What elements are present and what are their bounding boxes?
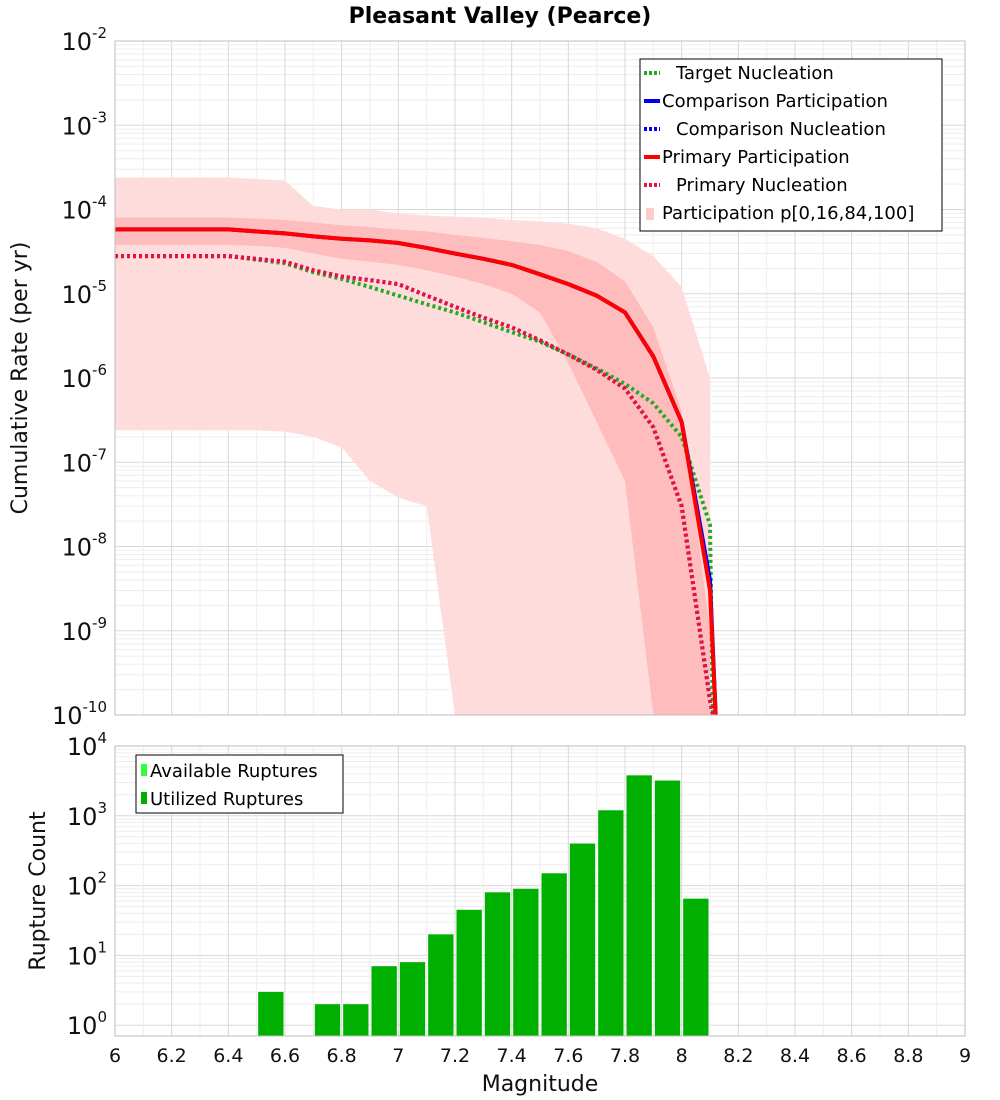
x-tick-label: 8.2 (723, 1045, 753, 1067)
legend-label-utilized-ruptures: Utilized Ruptures (150, 789, 303, 810)
x-tick-label: 8.8 (893, 1045, 923, 1067)
rupture-bar (626, 775, 652, 1036)
rupture-bar (258, 991, 284, 1036)
legend-swatch-utilized-ruptures (141, 792, 147, 804)
x-axis-title: Magnitude (482, 1072, 599, 1097)
top-y-tick-label: 10-7 (61, 445, 107, 477)
x-tick-label: 6.2 (157, 1045, 187, 1067)
x-tick-label: 8.6 (837, 1045, 867, 1067)
chart-title: Pleasant Valley (Pearce) (349, 4, 652, 29)
bottom-y-tick-label: 104 (67, 729, 107, 761)
top-plot-frame (114, 40, 966, 716)
bottom-y-axis-title: Rupture Count (26, 811, 51, 971)
top-y-tick-label: 10-5 (61, 277, 107, 309)
rupture-bar (569, 843, 596, 1036)
x-tick-labels: 6 6.2 6.4 6.6 6.8 7 7.2 7.4 7.6 7.8 8 8.2 8.4 8.6 8.8 9 (109, 1045, 971, 1067)
top-y-tick-label: 10-4 (61, 193, 107, 225)
x-tick-label: 8 (676, 1045, 688, 1067)
top-y-tick-label: 10-10 (52, 698, 107, 730)
legend-label-primary-participation: Primary Participation (662, 147, 850, 168)
bottom-plot-frame (114, 745, 966, 1037)
rupture-bar (598, 810, 624, 1036)
rupture-bar (399, 962, 426, 1036)
x-tick-label: 7.6 (553, 1045, 583, 1067)
rupture-count-bars (258, 775, 709, 1036)
rupture-bar (683, 898, 709, 1036)
top-legend: Target Nucleation Comparison Participatio… (639, 58, 943, 232)
bottom-y-tick-label: 102 (67, 869, 107, 901)
band-inner (115, 217, 710, 715)
x-tick-label: 9 (959, 1045, 971, 1067)
rupture-bar (456, 909, 482, 1036)
bottom-y-tick-label: 103 (67, 799, 107, 831)
top-y-tick-label: 10-2 (61, 24, 107, 56)
x-tick-label: 6.4 (213, 1045, 243, 1067)
legend-swatch-patch (646, 208, 654, 220)
top-legend-box (639, 58, 943, 232)
legend-swatch-available-ruptures (141, 764, 147, 776)
legend-label-comparison-participation: Comparison Participation (662, 91, 888, 112)
top-y-tick-label: 10-9 (61, 614, 107, 646)
bottom-legend: Available Ruptures Utilized Ruptures (135, 754, 344, 814)
rupture-bar (654, 780, 681, 1036)
x-tick-label: 8.4 (780, 1045, 810, 1067)
rupture-bar (343, 1004, 369, 1036)
series-primary-nucleation (115, 254, 715, 716)
bottom-y-tick-label: 100 (67, 1008, 107, 1040)
top-y-tick-labels: 10-2 10-3 10-4 10-5 10-6 10-7 10-8 10-9 10-10 (52, 24, 107, 730)
top-y-tick-label: 10-6 (61, 361, 107, 393)
legend-label-comparison-nucleation: Comparison Nucleation (676, 119, 886, 140)
rupture-bar (428, 934, 454, 1036)
bottom-y-tick-label: 101 (67, 938, 107, 970)
top-y-tick-label: 10-8 (61, 530, 107, 562)
rupture-bar (484, 892, 511, 1036)
top-y-tick-label: 10-3 (61, 108, 107, 140)
x-tick-label: 7.2 (440, 1045, 470, 1067)
legend-label-primary-nucleation: Primary Nucleation (676, 175, 848, 196)
rupture-bar (541, 873, 567, 1036)
x-tick-label: 7 (392, 1045, 404, 1067)
legend-label-target-nucleation: Target Nucleation (675, 63, 834, 84)
top-series-lines (115, 227, 718, 716)
top-y-axis-title: Cumulative Rate (per yr) (8, 242, 33, 515)
x-tick-label: 6 (109, 1045, 121, 1067)
top-percentile-bands (115, 177, 710, 715)
rupture-bar (371, 966, 397, 1036)
x-tick-label: 7.4 (497, 1045, 527, 1067)
bottom-legend-box (135, 754, 344, 814)
bottom-y-tick-labels: 104 103 102 101 100 (67, 729, 107, 1040)
x-tick-label: 7.8 (610, 1045, 640, 1067)
legend-label-participation-p-0-16-84-100: Participation p[0,16,84,100] (662, 203, 914, 224)
series-primary-participation (115, 227, 718, 716)
x-tick-label: 6.8 (327, 1045, 357, 1067)
x-tick-label: 6.6 (270, 1045, 300, 1067)
rupture-bar (513, 888, 539, 1036)
rupture-bar (314, 1004, 341, 1036)
legend-label-available-ruptures: Available Ruptures (150, 761, 318, 782)
